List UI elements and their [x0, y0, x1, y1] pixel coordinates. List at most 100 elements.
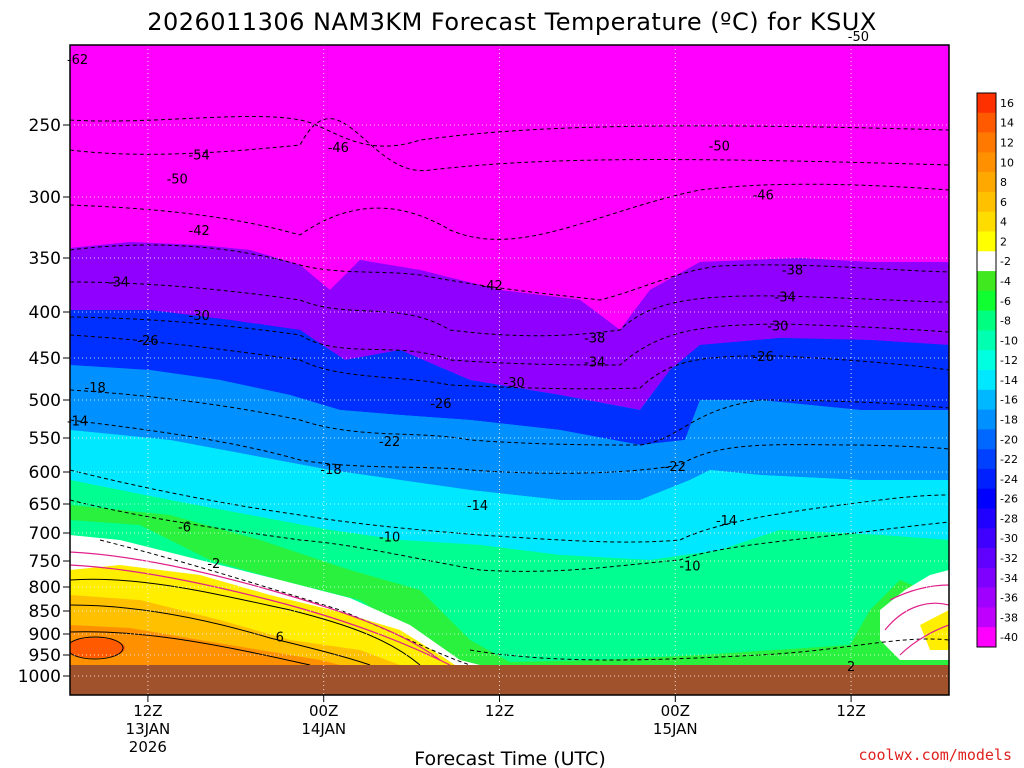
lightblue-region — [70, 365, 949, 500]
colorbar-label: -28 — [1000, 512, 1018, 525]
darkorange-region — [70, 625, 340, 665]
colorbar-swatch — [977, 231, 996, 252]
colorbar-swatch — [977, 350, 996, 371]
y-tick-label: 300 — [29, 188, 61, 208]
credit-text[interactable]: coolwx.com/models — [858, 746, 1012, 764]
isotherm-label: -10 — [379, 531, 400, 546]
isotherm-label: -50 — [709, 140, 730, 155]
isotherm-label: -26 — [137, 334, 158, 349]
y-tick-label: 650 — [29, 495, 61, 515]
colorbar-label: -12 — [1000, 354, 1018, 367]
colorbar-swatch — [977, 508, 996, 529]
right-warm-pocket — [920, 610, 949, 650]
colorbar-label: -22 — [1000, 453, 1018, 466]
colorbar-swatch — [977, 627, 996, 648]
isotherm-label: -42 — [189, 224, 210, 239]
isotherm-lines — [70, 115, 949, 666]
plot-frame — [69, 44, 950, 696]
colorbar-label: -38 — [1000, 611, 1018, 624]
y-tick-label: 550 — [29, 429, 61, 449]
chart-title: 2026011306 NAM3KM Forecast Temperature (… — [147, 8, 877, 36]
y-axis: 250 300 350 400 450 500 550 600 650 700 750 800 850 9… — [18, 116, 70, 687]
colorbar-swatch — [977, 112, 996, 133]
y-tick-label: 750 — [29, 552, 61, 572]
colorbar-swatch — [977, 172, 996, 193]
x-tick-label: 00Z — [661, 702, 690, 720]
colorbar-label: 8 — [1000, 176, 1007, 189]
isotherm-label: 2 — [847, 660, 855, 675]
isotherm-label: -54 — [189, 148, 210, 163]
y-tick-label: 850 — [29, 602, 61, 622]
y-tick-label: 600 — [29, 463, 61, 483]
y-tick-label: 500 — [29, 391, 61, 411]
colorbar-swatch — [977, 93, 996, 114]
isotherm-line — [70, 281, 949, 337]
isotherm-label: -18 — [85, 381, 106, 396]
colorbar-label: -30 — [1000, 532, 1018, 545]
purple-region — [70, 242, 949, 410]
x-tick-label: 12Z — [836, 702, 865, 720]
isotherm-label: -10 — [679, 559, 700, 574]
y-tick-label: 800 — [29, 578, 61, 598]
isotherm-line — [70, 469, 949, 543]
isotherm-label: -26 — [753, 350, 774, 365]
isotherm-label: -34 — [775, 291, 796, 306]
colorbar-label: -14 — [1000, 374, 1018, 387]
y-tick-label: 700 — [29, 524, 61, 544]
isotherm-label: -14 — [67, 415, 88, 430]
y-tick-label: 400 — [29, 303, 61, 323]
colorbar-label: 4 — [1000, 216, 1007, 229]
isotherm-line — [99, 539, 471, 666]
colorbar-swatch — [977, 330, 996, 351]
colorbar-label: 6 — [1000, 196, 1007, 209]
y-tick-label: 1000 — [18, 667, 61, 687]
colorbar-swatch — [977, 370, 996, 391]
isotherm-label: -42 — [482, 279, 503, 294]
isotherm-label: -14 — [467, 499, 488, 514]
colorbar: 16 14 12 10 8 6 4 2 -2 -4 -6 -8 -10 -12 -14 -16 -18 -20 -2… — [976, 92, 1018, 648]
colorbar-label: 10 — [1000, 156, 1014, 169]
isotherm-label: 6 — [276, 630, 284, 645]
x-axis-title: Forecast Time (UTC) — [414, 748, 605, 768]
isotherm-line — [70, 499, 949, 572]
y-tick-label: 250 — [29, 116, 61, 136]
isotherm-label: -46 — [753, 189, 774, 204]
colorbar-swatch — [977, 251, 996, 272]
warm-contour-line — [70, 604, 371, 666]
freezing-contour-line — [70, 564, 451, 666]
colorbar-swatch — [977, 191, 996, 213]
colorbar-swatch — [977, 587, 996, 608]
colorbar-swatch — [977, 271, 996, 292]
colorbar-swatch — [977, 607, 996, 628]
x-tick-label: 00Z — [309, 702, 338, 720]
colorbar-swatch — [977, 290, 996, 311]
warm-contour-line — [70, 578, 421, 666]
colorbar-label: -40 — [1000, 631, 1018, 644]
colorbar-label: 12 — [1000, 136, 1014, 149]
warm-contour-ellipse — [70, 636, 124, 660]
y-tick-label: 450 — [29, 349, 61, 369]
isotherm-labels: -62-54-50-46 -50-50-46-42-42-38-38-34-34-… — [67, 30, 869, 675]
colorbar-label: -32 — [1000, 552, 1018, 565]
freezing-contour-line — [899, 624, 949, 656]
isotherm-line — [70, 244, 949, 301]
ground-layer — [70, 665, 949, 695]
freezing-contour-line — [889, 584, 949, 601]
x-tick-label: 12Z — [133, 702, 162, 720]
hot-core — [70, 638, 125, 658]
colorbar-label: -36 — [1000, 592, 1018, 605]
isotherm-label: -38 — [584, 331, 605, 346]
grid-lines — [70, 45, 949, 695]
colorbar-swatch — [977, 548, 996, 569]
colorbar-swatch — [977, 389, 996, 410]
isotherm-label: -22 — [665, 460, 686, 475]
y-tick-label: 350 — [29, 249, 61, 269]
y-tick-label: 950 — [29, 646, 61, 666]
colorbar-label: -24 — [1000, 473, 1018, 486]
isotherm-label: -22 — [379, 435, 400, 450]
colorbar-label: -34 — [1000, 572, 1018, 585]
colorbar-label: 2 — [1000, 235, 1007, 248]
isotherm-label: -62 — [67, 53, 88, 68]
blue-region — [70, 310, 949, 445]
